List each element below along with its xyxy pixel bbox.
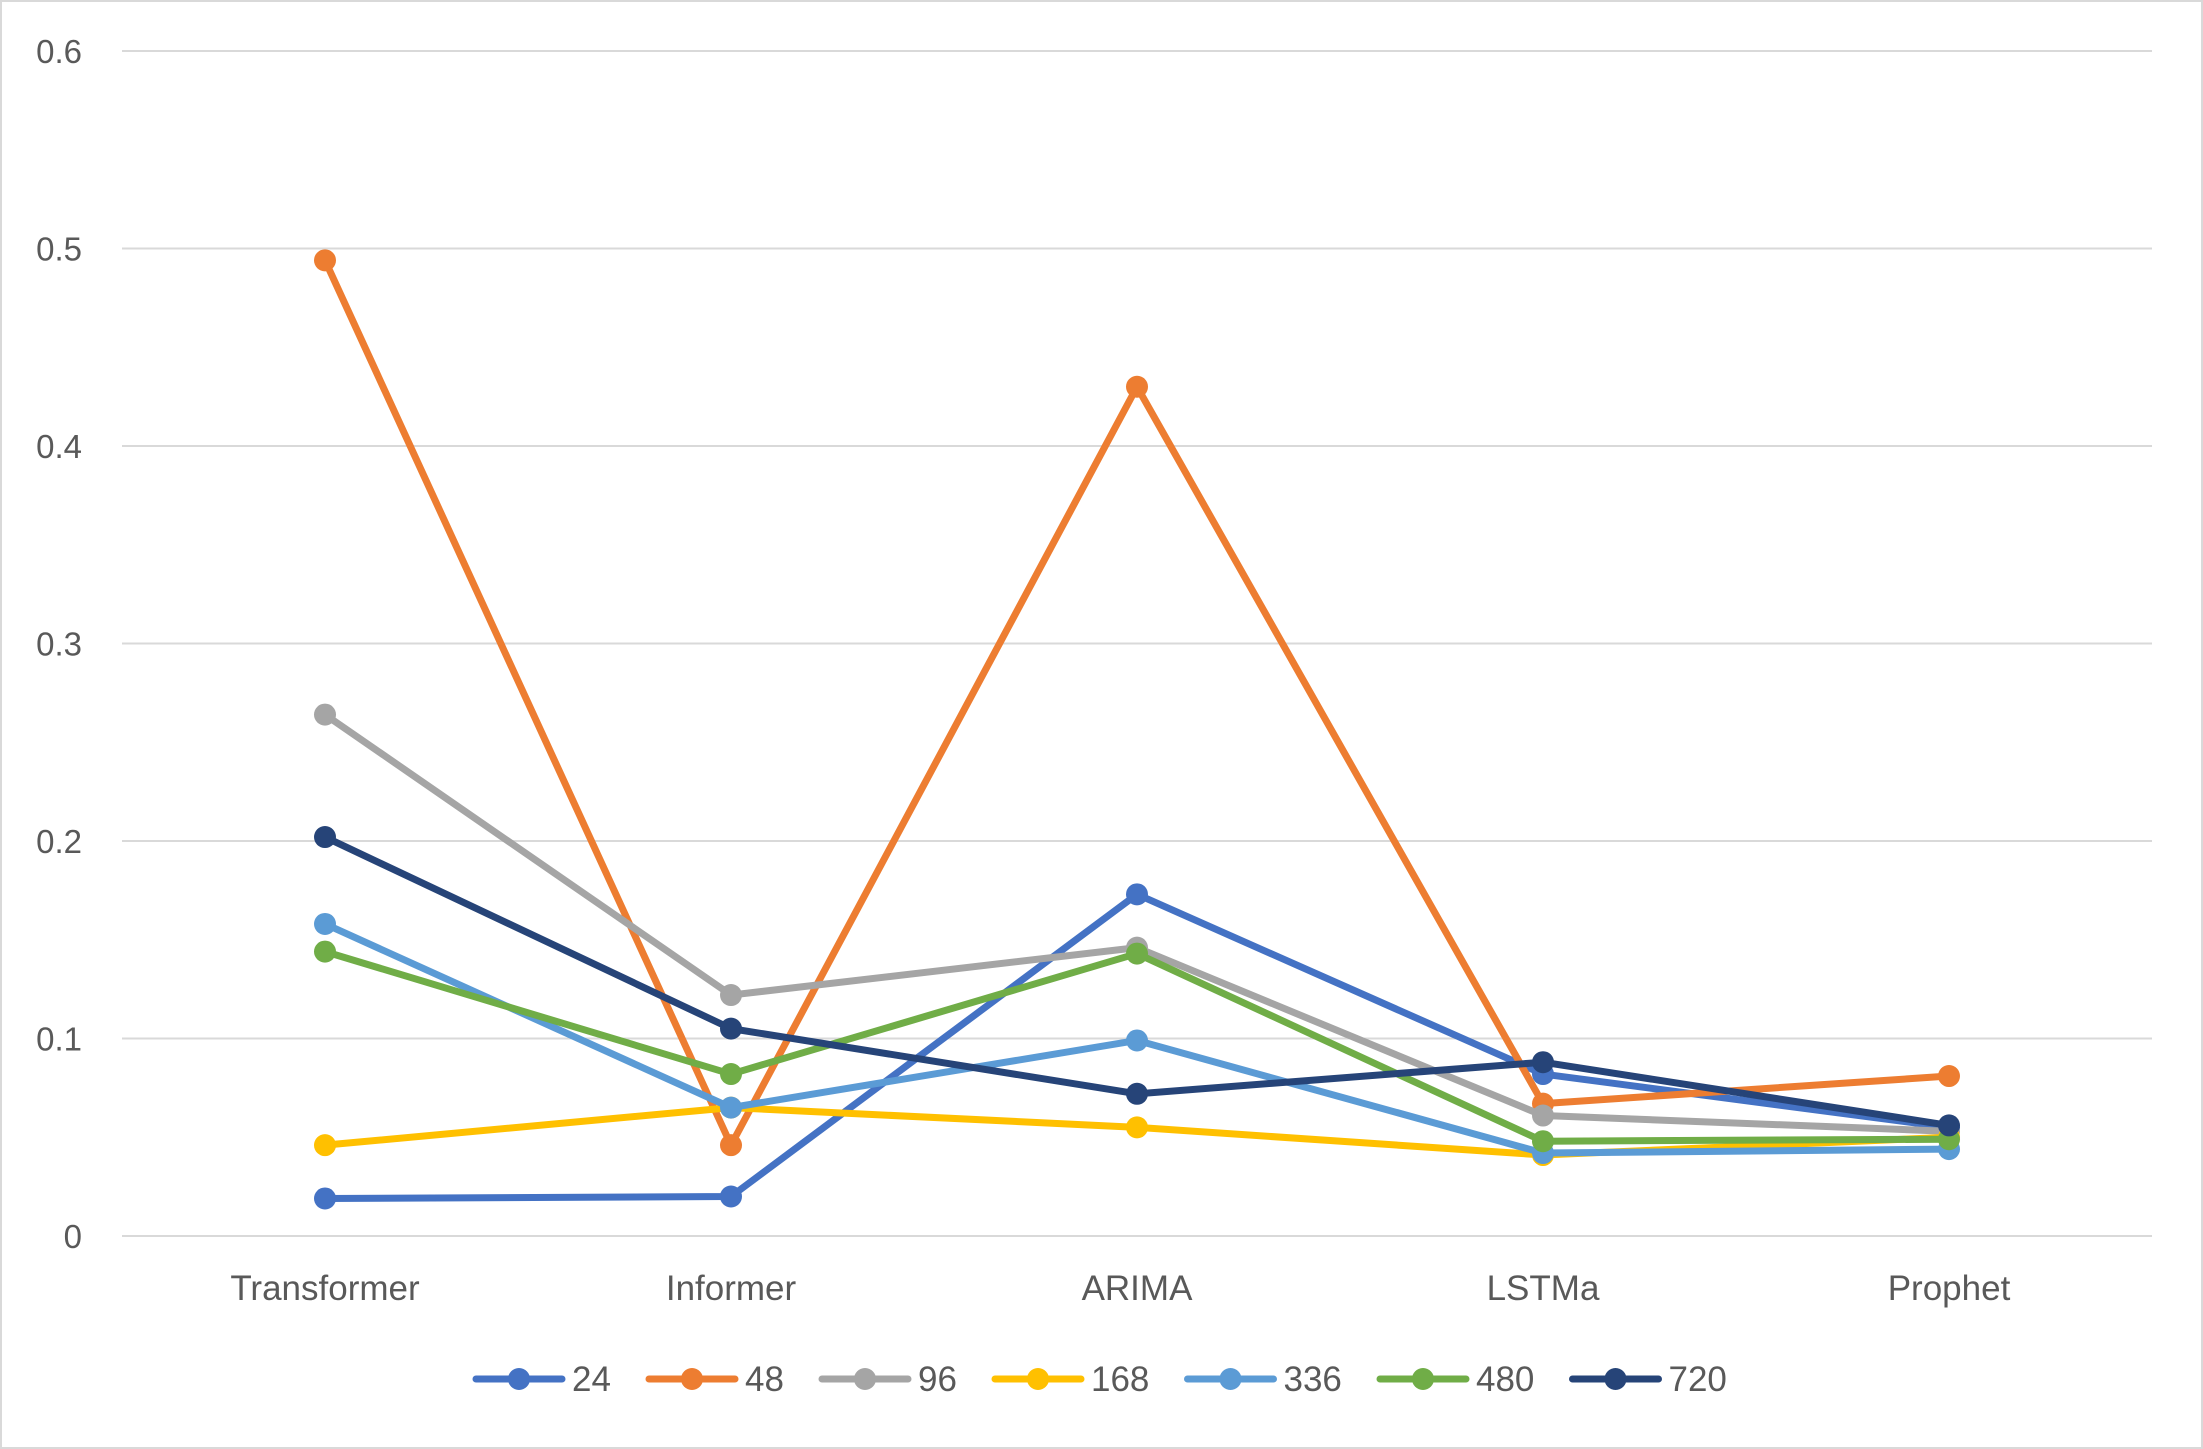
y-tick-label: 0.4	[36, 428, 82, 465]
data-point	[314, 826, 336, 849]
legend: 24 48 96 168 336 480 720	[472, 1360, 1727, 1399]
x-category-label: Transformer	[230, 1269, 420, 1308]
data-point	[720, 1096, 742, 1119]
y-axis-tick-labels: 0 0.1 0.2 0.3 0.4 0.5 0.6	[36, 33, 82, 1255]
data-point	[720, 1063, 742, 1086]
series-line	[321, 711, 1953, 1135]
data-point	[314, 940, 336, 963]
legend-swatch-marker	[1219, 1368, 1242, 1390]
legend-swatch-marker	[1027, 1368, 1049, 1390]
data-point	[314, 912, 336, 935]
y-tick-label: 0.3	[36, 626, 82, 663]
data-point	[1532, 1130, 1554, 1153]
legend-swatch-marker	[508, 1368, 530, 1390]
data-point	[1126, 375, 1148, 398]
legend-label: 720	[1669, 1360, 1727, 1399]
legend-label: 48	[745, 1360, 784, 1399]
y-tick-label: 0.5	[36, 231, 82, 268]
y-tick-label: 0.1	[36, 1021, 82, 1058]
legend-swatch-marker	[854, 1368, 876, 1390]
data-point	[720, 1017, 742, 1040]
data-point	[720, 984, 742, 1007]
data-point	[1126, 1082, 1148, 1105]
data-point	[1532, 1104, 1554, 1127]
data-point	[1126, 942, 1148, 965]
data-point	[1126, 883, 1148, 906]
legend-swatch-marker	[1604, 1368, 1627, 1390]
legend-item-168: 168	[991, 1360, 1149, 1399]
legend-swatch-marker	[681, 1368, 703, 1390]
data-point	[720, 1185, 742, 1208]
legend-label: 96	[918, 1360, 957, 1399]
legend-swatch-marker	[1412, 1368, 1434, 1390]
gridlines	[122, 50, 2152, 1237]
legend-label: 168	[1091, 1360, 1149, 1399]
x-category-label: Prophet	[1888, 1269, 2011, 1308]
series-lines	[314, 249, 1960, 1210]
series-48	[314, 249, 1960, 1157]
legend-label: 480	[1476, 1360, 1534, 1399]
legend-item-96: 96	[818, 1360, 957, 1399]
data-point	[1126, 1116, 1148, 1139]
x-category-label: LSTMa	[1487, 1269, 1600, 1308]
data-point	[314, 1187, 336, 1210]
legend-label: 24	[572, 1360, 611, 1399]
data-point	[1532, 1051, 1554, 1074]
legend-item-48: 48	[645, 1360, 784, 1399]
y-tick-label: 0.6	[36, 33, 82, 70]
x-category-label: ARIMA	[1082, 1269, 1194, 1308]
legend-item-480: 480	[1376, 1360, 1534, 1399]
data-point	[720, 1134, 742, 1157]
series-168	[314, 1096, 1960, 1167]
data-point	[1938, 1065, 1960, 1088]
x-category-label: Informer	[666, 1269, 797, 1308]
data-point	[1126, 1029, 1148, 1052]
legend-item-720: 720	[1569, 1360, 1727, 1399]
y-tick-label: 0.2	[36, 823, 82, 860]
series-720	[314, 826, 1960, 1137]
legend-item-336: 336	[1184, 1360, 1342, 1399]
data-point	[314, 703, 336, 726]
data-point	[314, 1134, 336, 1157]
legend-item-24: 24	[472, 1360, 611, 1399]
data-point	[314, 249, 336, 272]
x-axis-category-labels: Transformer Informer ARIMA LSTMa Prophet	[230, 1269, 2010, 1308]
data-point	[1938, 1114, 1960, 1137]
legend-label: 336	[1284, 1360, 1342, 1399]
y-tick-label: 0	[64, 1218, 82, 1255]
series-480	[314, 940, 1960, 1153]
